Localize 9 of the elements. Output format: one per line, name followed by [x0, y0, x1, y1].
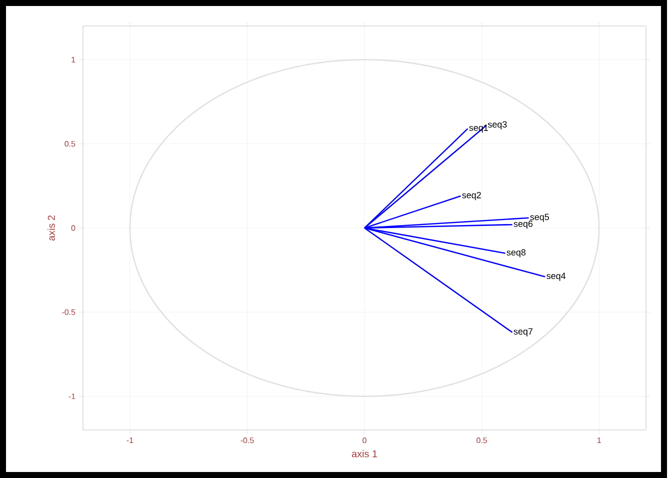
series-label: seq7 — [514, 328, 532, 336]
series-label: seq5 — [530, 214, 549, 222]
y-axis-title: axis 2 — [48, 215, 55, 241]
series-label: seq4 — [546, 272, 566, 281]
series-label: seq8 — [506, 249, 526, 258]
series-label: seq3 — [488, 121, 507, 130]
x-axis-title: axis 1 — [352, 450, 378, 458]
series-label: seq6 — [514, 220, 533, 229]
series-label: seq2 — [462, 192, 481, 200]
